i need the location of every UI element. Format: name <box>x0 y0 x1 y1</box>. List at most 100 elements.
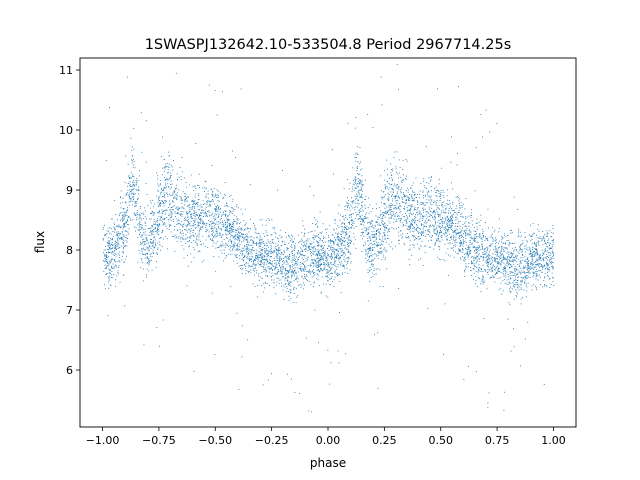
data-point <box>188 228 189 230</box>
data-point <box>197 221 199 223</box>
data-point <box>455 251 456 253</box>
data-point <box>508 255 510 257</box>
data-point <box>176 206 178 208</box>
data-point <box>463 257 465 259</box>
data-point <box>197 225 199 227</box>
data-point <box>108 265 110 267</box>
data-point <box>304 232 305 234</box>
data-point <box>405 219 407 221</box>
data-point <box>379 233 381 235</box>
data-point <box>214 219 215 221</box>
data-point <box>387 192 389 194</box>
data-point <box>317 265 318 266</box>
data-point <box>398 227 399 228</box>
data-point <box>377 268 379 269</box>
data-point <box>461 241 462 243</box>
data-point <box>123 226 125 228</box>
data-point <box>296 262 297 264</box>
data-point <box>230 250 232 252</box>
data-point <box>187 213 188 214</box>
data-point <box>535 271 537 272</box>
data-point <box>242 267 244 269</box>
data-point <box>195 227 197 229</box>
data-point <box>496 251 498 253</box>
data-point <box>441 219 442 220</box>
data-point <box>109 261 111 263</box>
data-point <box>491 235 492 237</box>
data-point <box>114 259 115 260</box>
data-point <box>447 248 449 250</box>
data-point <box>241 325 243 327</box>
data-point <box>188 241 190 243</box>
data-point <box>110 259 112 261</box>
data-point <box>528 263 529 265</box>
data-point <box>218 215 220 217</box>
data-point <box>500 264 502 266</box>
data-point <box>549 230 551 232</box>
data-point <box>366 212 367 214</box>
data-point <box>139 225 141 227</box>
data-point <box>252 247 254 249</box>
data-point <box>344 244 346 246</box>
data-point <box>378 207 380 209</box>
data-point <box>118 260 120 262</box>
data-point <box>381 198 383 200</box>
data-point <box>372 236 374 238</box>
data-point <box>465 221 467 223</box>
data-point <box>513 196 515 198</box>
data-point <box>404 219 406 221</box>
data-point <box>487 247 489 249</box>
data-point <box>214 354 216 355</box>
data-point <box>390 209 392 211</box>
data-point <box>491 237 493 239</box>
data-point <box>338 246 340 247</box>
data-point <box>155 267 157 268</box>
data-point <box>456 242 458 243</box>
data-point <box>443 228 445 230</box>
data-point <box>194 196 196 198</box>
data-point <box>287 373 288 375</box>
data-point <box>545 248 546 250</box>
data-point <box>110 238 111 239</box>
data-point <box>134 193 136 195</box>
data-point <box>288 235 290 237</box>
data-point <box>127 190 129 191</box>
data-point <box>410 188 412 189</box>
data-point <box>256 237 258 238</box>
data-point <box>207 210 209 212</box>
data-point <box>533 262 535 264</box>
data-point <box>112 267 114 269</box>
data-point <box>315 260 317 262</box>
data-point <box>187 196 189 198</box>
data-point <box>256 242 257 244</box>
data-point <box>516 296 517 298</box>
data-point <box>360 235 362 236</box>
data-point <box>202 243 204 245</box>
data-point <box>226 237 227 239</box>
data-point <box>211 220 213 222</box>
data-point <box>189 240 190 241</box>
data-point <box>112 252 114 254</box>
data-point <box>209 214 211 216</box>
data-point <box>221 252 223 254</box>
data-point <box>431 235 433 236</box>
data-point <box>307 265 309 266</box>
data-point <box>153 247 155 249</box>
data-point <box>496 272 498 274</box>
data-point <box>219 233 221 235</box>
data-point <box>254 274 255 276</box>
data-point <box>374 224 376 226</box>
data-point <box>411 214 413 216</box>
data-point <box>214 235 216 237</box>
data-point <box>292 302 294 304</box>
data-point <box>194 213 196 214</box>
data-point <box>475 262 477 264</box>
data-point <box>330 238 332 240</box>
data-point <box>109 269 111 271</box>
data-point <box>140 236 142 238</box>
data-point <box>289 237 291 239</box>
data-point <box>459 232 461 234</box>
data-point <box>150 241 151 243</box>
data-point <box>110 233 112 235</box>
data-point <box>249 250 251 252</box>
